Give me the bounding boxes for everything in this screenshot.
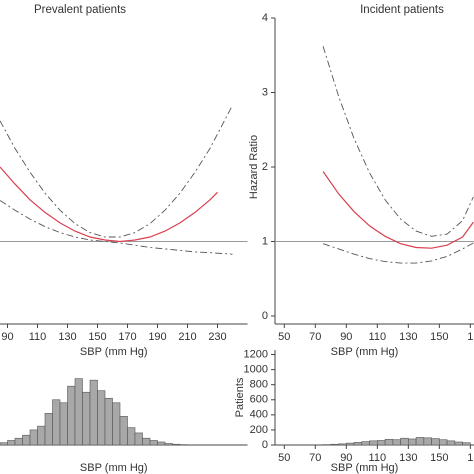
y-tick-label: 0 bbox=[262, 310, 268, 322]
x-axis-label: SBP (mm Hg) bbox=[80, 346, 148, 358]
histogram-bar bbox=[104, 397, 113, 446]
x-tick-label: 1 bbox=[467, 331, 473, 343]
histogram-bar bbox=[52, 399, 61, 446]
histogram-bar bbox=[119, 416, 128, 446]
histogram-bar bbox=[29, 429, 38, 446]
histogram-bar bbox=[7, 440, 16, 446]
y-tick-label: 600 bbox=[250, 394, 268, 406]
x-tick-label: 170 bbox=[118, 331, 136, 343]
x-tick-label: 1 bbox=[467, 452, 473, 464]
histogram-bar bbox=[67, 385, 76, 446]
y-tick-label: 4 bbox=[262, 12, 268, 24]
histogram-bar bbox=[361, 441, 370, 446]
x-tick-label: 110 bbox=[369, 331, 387, 343]
x-tick-label: 150 bbox=[88, 331, 106, 343]
histogram-bar bbox=[134, 432, 143, 446]
x-tick-label: 50 bbox=[278, 452, 290, 464]
x-tick-label: 130 bbox=[399, 452, 417, 464]
x-tick-label: 70 bbox=[309, 452, 321, 464]
y-tick-label: 800 bbox=[250, 379, 268, 391]
x-axis-label: SBP (mm Hg) bbox=[80, 462, 148, 474]
histogram-bar bbox=[142, 437, 151, 446]
x-tick-label: 90 bbox=[340, 452, 352, 464]
histogram-bar bbox=[353, 442, 363, 446]
y-axis-label: Patients bbox=[234, 377, 246, 417]
histogram-bar bbox=[0, 442, 8, 446]
histogram-bar bbox=[462, 442, 471, 446]
histogram-bar bbox=[338, 443, 347, 446]
histogram-bar bbox=[14, 437, 23, 446]
histogram-bar bbox=[59, 402, 68, 446]
histogram-bar bbox=[423, 437, 432, 446]
panel-title: Prevalent patients bbox=[34, 4, 126, 16]
x-tick-label: 70 bbox=[309, 331, 321, 343]
histogram-bar bbox=[22, 434, 31, 446]
y-tick-label: 200 bbox=[250, 424, 268, 436]
x-tick-label: 190 bbox=[148, 331, 166, 343]
x-tick-label: 90 bbox=[340, 331, 352, 343]
curve bbox=[0, 166, 218, 243]
x-tick-label: 130 bbox=[399, 331, 417, 343]
curve bbox=[322, 46, 474, 237]
x-axis-label: SBP (mm Hg) bbox=[331, 346, 399, 358]
histogram-bar bbox=[44, 413, 53, 446]
y-tick-label: 2 bbox=[262, 161, 268, 173]
x-tick-label: 230 bbox=[208, 331, 226, 343]
histogram-bar bbox=[384, 439, 394, 446]
histogram-bar bbox=[74, 378, 83, 446]
y-tick-label: 1200 bbox=[244, 348, 268, 360]
y-axis-label: Hazard Ratio bbox=[248, 135, 260, 199]
x-tick-label: 210 bbox=[178, 331, 196, 343]
histogram-bar bbox=[172, 443, 181, 446]
y-tick-label: 0 bbox=[262, 439, 268, 451]
x-tick-label: 50 bbox=[278, 331, 290, 343]
histogram-bar bbox=[454, 441, 463, 446]
histogram-bar bbox=[377, 440, 386, 446]
curve bbox=[322, 171, 474, 249]
histogram-bar bbox=[392, 439, 401, 446]
curve bbox=[0, 200, 233, 255]
histogram-bar bbox=[400, 437, 409, 446]
histogram-bar bbox=[415, 437, 425, 446]
x-tick-label: 90 bbox=[1, 331, 13, 343]
x-tick-label: 150 bbox=[430, 331, 448, 343]
histogram-bar bbox=[127, 427, 136, 446]
histogram-bar bbox=[149, 440, 158, 446]
histogram-bar bbox=[346, 442, 355, 446]
x-tick-label: 110 bbox=[29, 331, 47, 343]
x-tick-label: 130 bbox=[58, 331, 76, 343]
histogram-bar bbox=[330, 443, 339, 446]
histogram-bar bbox=[431, 438, 440, 446]
histogram-bar bbox=[408, 438, 417, 446]
histogram-bar bbox=[164, 443, 173, 446]
x-axis-label: SBP (mm Hg) bbox=[331, 462, 399, 474]
histogram-bar bbox=[37, 425, 46, 446]
histogram-bar bbox=[112, 402, 121, 446]
histogram-bar bbox=[369, 440, 378, 446]
y-tick-label: 1000 bbox=[244, 364, 268, 376]
y-tick-label: 3 bbox=[262, 86, 268, 98]
histogram-bar bbox=[89, 379, 98, 446]
curve bbox=[0, 104, 233, 238]
histogram-bar bbox=[446, 440, 456, 446]
histogram-bar bbox=[439, 439, 448, 446]
curve bbox=[322, 242, 474, 264]
panel-title: Incident patients bbox=[360, 4, 444, 16]
histogram-bar bbox=[157, 441, 166, 446]
x-tick-label: 110 bbox=[369, 452, 387, 464]
histogram-bar bbox=[97, 390, 106, 446]
y-tick-label: 1 bbox=[262, 235, 268, 247]
y-tick-label: 400 bbox=[250, 409, 268, 421]
histogram-bar bbox=[82, 391, 91, 446]
x-tick-label: 150 bbox=[430, 452, 448, 464]
